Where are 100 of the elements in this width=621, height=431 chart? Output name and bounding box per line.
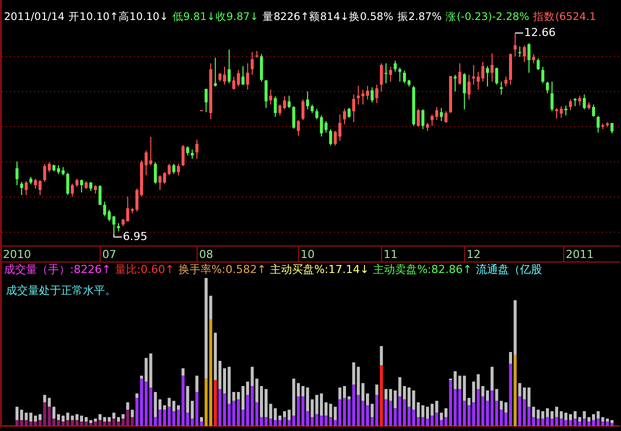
candlestick <box>186 146 190 156</box>
x-tick-label: 11 <box>384 248 398 262</box>
candlestick <box>274 96 277 118</box>
candlestick <box>468 74 471 100</box>
candlestick <box>550 81 554 112</box>
text: 2011/01/14 <box>4 10 65 23</box>
x-tick-label: 10 <box>300 248 315 262</box>
candlestick <box>518 46 522 58</box>
candlestick <box>242 66 245 86</box>
bar <box>504 402 508 413</box>
bar <box>130 417 134 426</box>
candlestick <box>389 66 392 82</box>
candlestick <box>454 74 457 92</box>
bar <box>182 368 185 376</box>
candlestick <box>384 62 388 84</box>
bar <box>380 346 383 366</box>
candlestick <box>522 44 526 62</box>
text: 低9.81↓收9.87↓ <box>172 10 259 23</box>
bar <box>149 353 152 388</box>
candlestick <box>98 184 102 206</box>
bar <box>375 384 378 395</box>
bar <box>195 376 198 392</box>
candlestick <box>182 144 185 167</box>
bar <box>204 278 208 379</box>
candlestick <box>228 48 231 84</box>
candlestick <box>250 52 254 76</box>
candlestick <box>546 81 549 94</box>
candlestick <box>288 95 291 108</box>
candlestick <box>112 216 116 234</box>
x-tick-label: 2011 <box>566 248 594 262</box>
candlestick <box>176 163 180 176</box>
candlestick <box>16 160 18 186</box>
x-tick-label: 07 <box>102 248 116 262</box>
candlestick <box>190 149 194 160</box>
candlestick <box>48 162 51 173</box>
candlestick <box>536 58 540 70</box>
candlestick <box>66 172 70 196</box>
candlestick <box>398 67 402 82</box>
candlestick <box>504 76 508 87</box>
bar <box>186 386 190 413</box>
candlestick <box>70 183 74 198</box>
candlestick <box>495 67 498 86</box>
bar <box>130 410 134 418</box>
candlestick <box>394 60 397 72</box>
bar <box>380 365 383 426</box>
text: 主动卖盘%:82.86↑ <box>373 263 472 276</box>
candlestick <box>214 57 217 87</box>
candlestick <box>338 114 342 142</box>
bar <box>514 354 517 426</box>
text: 涨(-0.23)-2.28% <box>446 10 530 23</box>
candlestick <box>560 106 563 118</box>
candlestick <box>306 90 310 110</box>
candlestick <box>260 54 263 82</box>
candlestick <box>578 95 582 106</box>
candlestick <box>103 201 106 217</box>
candlestick <box>596 116 600 134</box>
candlestick <box>568 99 572 111</box>
candlestick <box>24 180 28 196</box>
candlestick <box>292 106 296 130</box>
candlestick <box>149 136 152 166</box>
candlestick <box>610 122 614 134</box>
candlestick <box>204 88 208 113</box>
text: 指数(6524.1 <box>532 10 596 23</box>
candlestick <box>582 94 586 110</box>
bar <box>527 388 530 407</box>
candlestick <box>348 107 351 118</box>
candlestick <box>486 66 489 87</box>
candlestick <box>264 79 268 108</box>
bar <box>190 400 194 419</box>
text: 主动买盘%:17.14↓ <box>270 263 370 276</box>
candlestick <box>430 114 434 126</box>
bar <box>352 362 356 385</box>
candlestick <box>532 54 536 64</box>
candlestick <box>301 99 304 121</box>
candlestick <box>440 107 443 122</box>
candlestick <box>43 163 46 182</box>
candlestick <box>342 108 346 125</box>
candlestick <box>481 61 484 82</box>
candlestick <box>89 181 92 192</box>
text: 流通盘（亿股 <box>476 263 542 276</box>
bar <box>444 408 448 418</box>
candlestick <box>472 64 476 86</box>
bar <box>486 390 489 401</box>
candlestick <box>352 94 356 123</box>
candlestick <box>380 62 383 92</box>
candlestick <box>527 42 530 74</box>
bar <box>375 394 378 426</box>
candlestick <box>541 66 544 84</box>
candlestick <box>370 86 374 103</box>
candlestick <box>421 108 424 130</box>
bar <box>126 402 130 410</box>
candlestick <box>416 108 420 128</box>
bar <box>43 394 46 402</box>
x-tick-label: 12 <box>466 248 481 262</box>
x-tick-label: 2010 <box>3 248 31 262</box>
text: 换手率%:0.582↑ <box>178 263 266 276</box>
candlestick <box>296 120 300 136</box>
candlestick <box>236 69 240 87</box>
candlestick <box>592 104 596 118</box>
candlestick <box>329 128 332 146</box>
